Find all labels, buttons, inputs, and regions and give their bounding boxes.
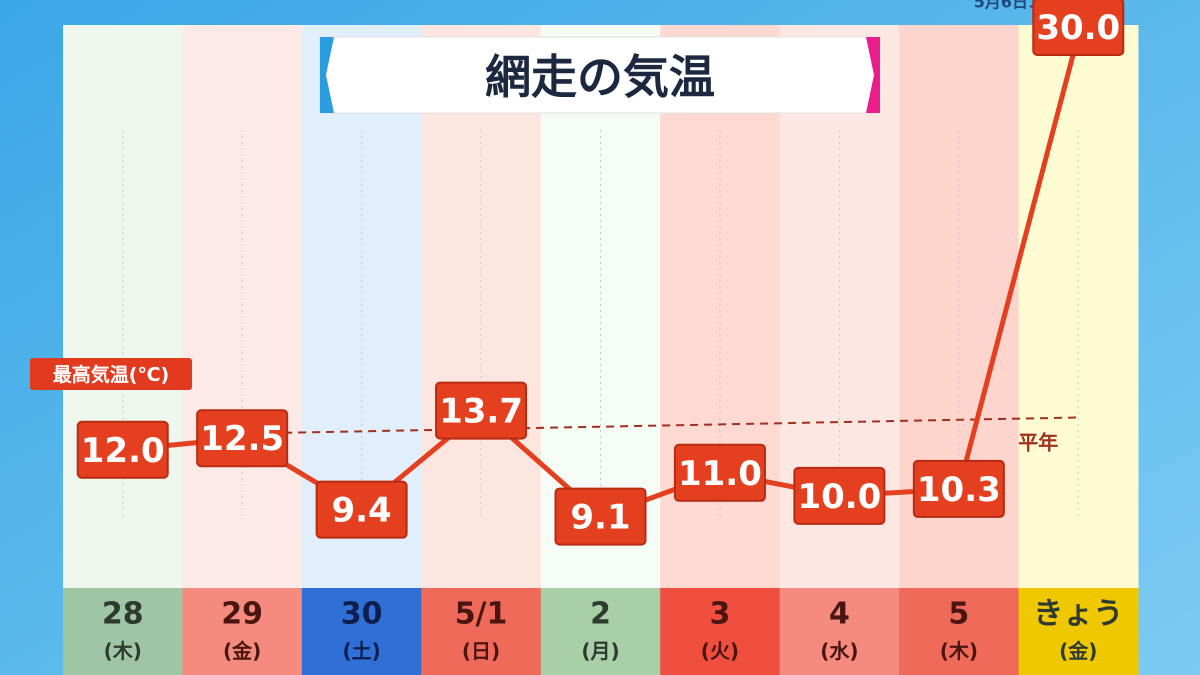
x-tick-label: 29	[221, 597, 263, 632]
value-label-bg	[76, 420, 169, 479]
column-bg	[421, 25, 542, 588]
x-tick-weekday: (月)	[581, 639, 619, 663]
x-tick-weekday: (火)	[701, 639, 739, 663]
value-label: 12.0	[81, 431, 165, 471]
x-tick-weekday: (金)	[223, 639, 261, 663]
value-label-bg	[435, 381, 528, 440]
y-axis-label: 最高気温(℃)	[53, 363, 169, 386]
value-label: 10.3	[917, 470, 1001, 510]
x-tick-label: 5	[948, 597, 969, 632]
x-tick-label: きょう	[1033, 597, 1123, 632]
x-tick-label: 3	[710, 597, 731, 632]
x-tick-weekday: (木)	[940, 639, 978, 663]
x-tick-weekday: (木)	[104, 639, 142, 663]
value-label: 10.0	[797, 477, 881, 517]
x-tick-weekday: (水)	[820, 639, 858, 663]
value-label: 13.7	[439, 392, 523, 432]
value-label: 30.0	[1036, 8, 1120, 48]
column-bg	[63, 25, 183, 588]
footer-cell	[779, 588, 900, 675]
value-label: 9.1	[570, 498, 630, 538]
title-bg	[319, 36, 881, 114]
footer-cell	[301, 588, 422, 675]
value-label: 11.0	[678, 454, 762, 494]
chart-title: 網走の気温	[485, 50, 715, 104]
timestamp: 5月6日11時	[974, 0, 1067, 12]
value-label-bg	[554, 487, 647, 546]
title-box: 網走の気温	[319, 36, 881, 114]
value-label-bg	[673, 443, 766, 502]
footer-cell	[421, 588, 542, 675]
x-tick-label: 30	[341, 597, 383, 632]
value-label: 12.5	[200, 419, 284, 459]
value-label-bg	[196, 409, 289, 468]
normal-label: 平年	[1018, 430, 1058, 454]
x-tick-weekday: (金)	[1059, 639, 1097, 663]
footer-cell	[1018, 588, 1139, 675]
x-tick-weekday: (土)	[342, 639, 380, 663]
value-label-bg	[1032, 0, 1125, 56]
value-label-bg	[912, 459, 1005, 518]
y-label-bg	[30, 358, 192, 390]
footer-cell	[63, 588, 183, 675]
title-right-tab	[866, 37, 880, 113]
column-bg	[1018, 25, 1139, 588]
x-tick-label: 2	[590, 597, 611, 632]
value-label: 9.4	[331, 491, 391, 531]
footer-cell	[899, 588, 1020, 675]
footer-cell	[660, 588, 781, 675]
column-bg	[182, 25, 303, 588]
x-tick-label: 4	[829, 597, 850, 632]
footer-cell	[540, 588, 661, 675]
title-left-tab	[320, 37, 334, 113]
value-label-bg	[315, 480, 408, 539]
value-label-bg	[793, 466, 886, 525]
x-tick-label: 28	[102, 597, 144, 632]
footer-cell	[182, 588, 303, 675]
x-tick-weekday: (日)	[462, 639, 500, 663]
x-tick-label: 5/1	[455, 597, 508, 632]
